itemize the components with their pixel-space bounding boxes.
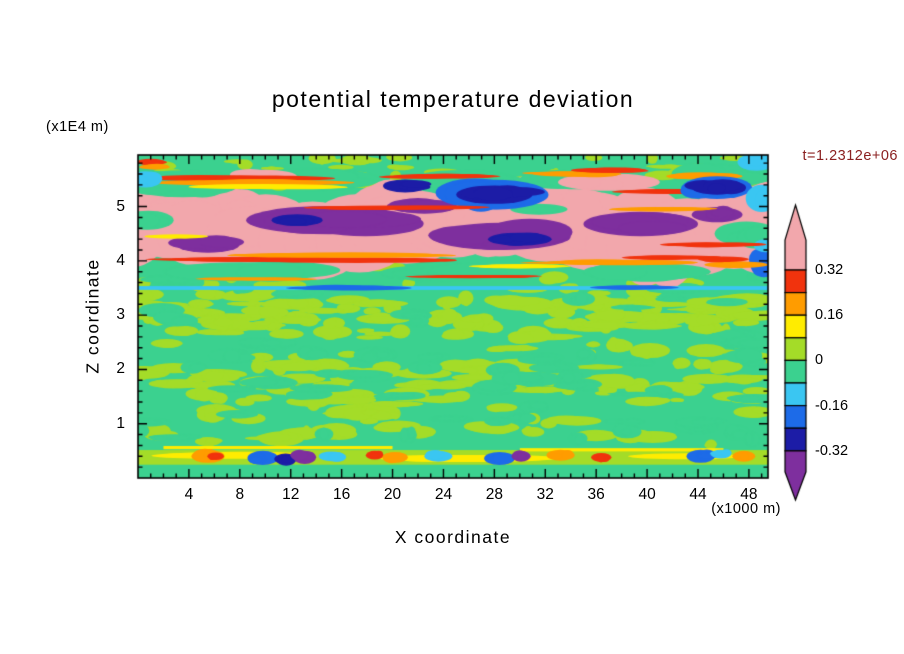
time-annotation: t=1.2312e+06 [802, 148, 898, 164]
x-tick-label: 40 [638, 486, 656, 503]
x-tick-label: 8 [235, 486, 245, 503]
x-axis-units: (x1000 m) [711, 501, 781, 517]
x-tick-label: 20 [383, 486, 402, 503]
x-axis-title: X coordinate [394, 527, 512, 547]
y-tick-label: 5 [116, 197, 125, 215]
x-tick-label: 4 [184, 486, 194, 503]
x-tick-label: 28 [485, 486, 503, 503]
colorbar-tick-label: 0.16 [815, 307, 844, 324]
colorbar-tick-label: 0 [815, 352, 824, 369]
y-tick-label: 3 [116, 306, 125, 324]
y-tick-label: 2 [116, 360, 125, 378]
x-tick-label: 44 [689, 486, 707, 503]
y-axis-title: Z coordinate [82, 258, 103, 374]
x-tick-label: 48 [740, 486, 758, 503]
x-tick-label: 24 [434, 486, 453, 503]
y-axis-units: (x1E4 m) [46, 119, 109, 135]
colorbar-tick-label: -0.16 [815, 397, 849, 414]
colorbar-tick-label: 0.32 [815, 262, 844, 278]
x-tick-label: 12 [282, 486, 300, 503]
x-tick-label: 16 [333, 486, 351, 503]
y-tick-label: 1 [116, 414, 125, 432]
x-tick-label: 32 [536, 486, 554, 503]
colorbar-tick-label: -0.32 [815, 442, 849, 459]
x-tick-label: 36 [587, 486, 605, 503]
y-tick-label: 4 [116, 251, 125, 269]
plot-title: potential temperature deviation [271, 86, 635, 112]
